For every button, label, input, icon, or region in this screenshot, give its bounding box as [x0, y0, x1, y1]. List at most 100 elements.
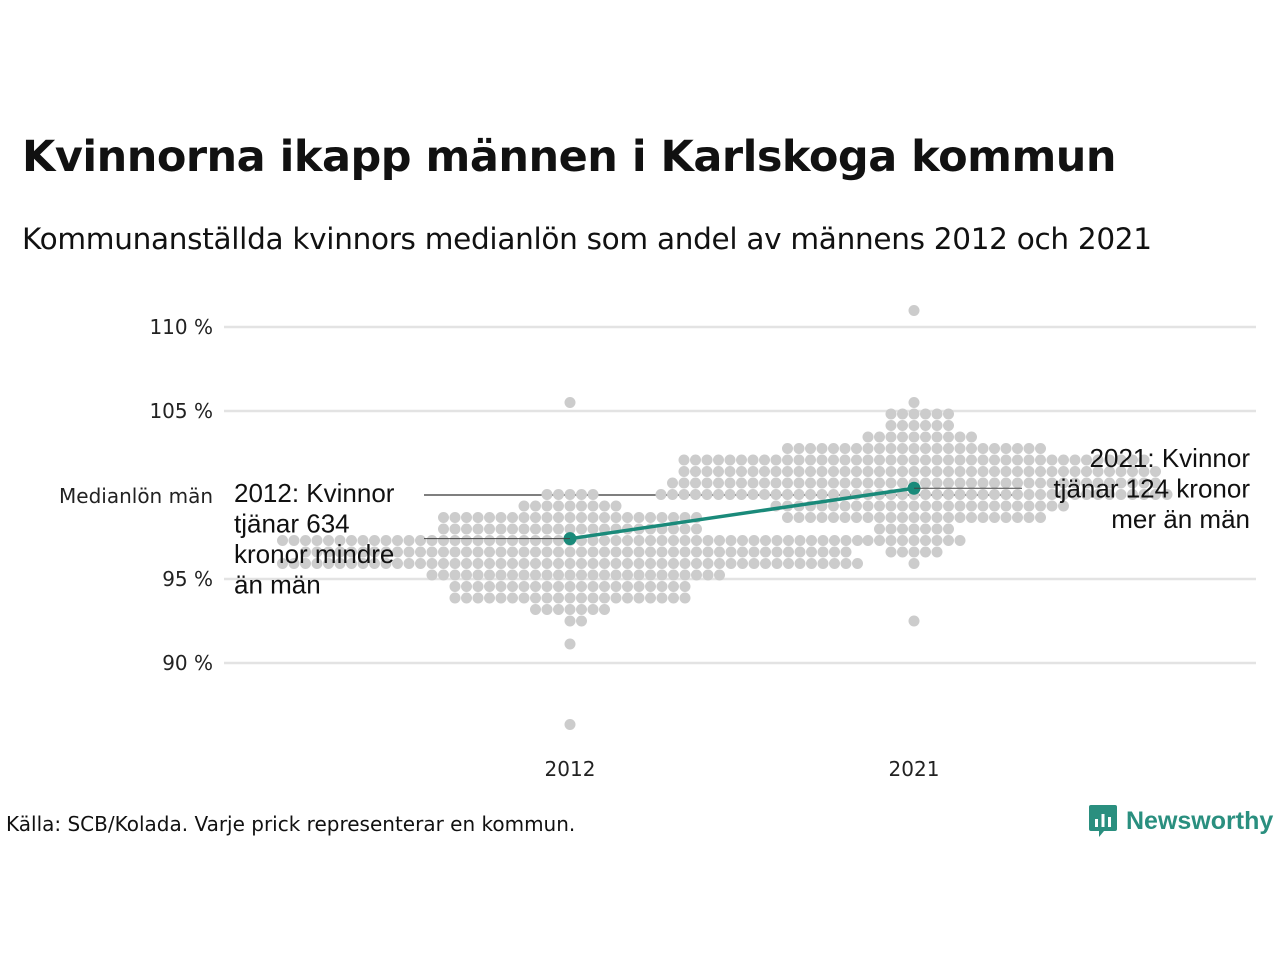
municipality-dot [656, 512, 668, 523]
municipality-dot [656, 581, 668, 592]
municipality-dot [701, 466, 713, 477]
municipality-dot [851, 466, 862, 477]
municipality-dot [1046, 454, 1058, 466]
municipality-dot [426, 569, 438, 581]
municipality-dot [334, 558, 346, 569]
municipality-dot [714, 546, 725, 558]
municipality-dot [782, 477, 793, 489]
municipality-dot [472, 512, 484, 523]
municipality-dot [1069, 454, 1081, 466]
municipality-dot [851, 443, 862, 454]
municipality-dot [599, 546, 610, 558]
municipality-dot [989, 466, 1000, 477]
municipality-dot [541, 500, 553, 512]
municipality-dot [541, 489, 553, 500]
municipality-dot [839, 500, 851, 512]
municipality-dot [724, 454, 736, 466]
municipality-dot [311, 558, 323, 569]
municipality-dot [323, 558, 334, 569]
municipality-dot [1012, 443, 1023, 454]
municipality-dot [966, 500, 977, 512]
municipality-dot [816, 466, 828, 477]
municipality-dot [1012, 466, 1023, 477]
municipality-dot [816, 454, 828, 466]
municipality-dot [1127, 454, 1138, 466]
municipality-dot [851, 500, 862, 512]
municipality-dot [1035, 500, 1046, 512]
municipality-dot [1035, 477, 1046, 489]
municipality-dot [943, 489, 954, 500]
municipality-dot [610, 569, 622, 581]
municipality-dot [461, 523, 472, 535]
municipality-dot [576, 512, 587, 523]
municipality-dot [931, 500, 943, 512]
municipality-dot [564, 719, 576, 730]
municipality-dot [725, 546, 737, 558]
municipality-dot [874, 535, 885, 546]
municipality-dot [954, 535, 966, 546]
municipality-dot [633, 592, 645, 604]
municipality-dot [920, 443, 931, 454]
municipality-dot [587, 512, 599, 523]
municipality-dot [507, 569, 518, 581]
municipality-dot [966, 477, 977, 489]
municipality-dot [702, 569, 714, 581]
municipality-dot [862, 477, 874, 489]
municipality-dot [1035, 443, 1046, 454]
municipality-dot [874, 454, 885, 466]
municipality-dot [782, 466, 793, 477]
municipality-dot [553, 535, 564, 546]
municipality-dot [576, 523, 587, 535]
municipality-dot [736, 477, 747, 489]
municipality-dot [668, 558, 679, 569]
municipality-dot [908, 558, 920, 569]
municipality-dot [908, 546, 920, 558]
municipality-dot [920, 535, 931, 546]
municipality-dot [576, 558, 587, 569]
municipality-dot [495, 592, 507, 604]
municipality-dot [920, 431, 931, 443]
municipality-dot [943, 523, 954, 535]
municipality-dot [1023, 500, 1035, 512]
municipality-dot [541, 558, 553, 569]
municipality-dot [541, 535, 553, 546]
municipality-dot [771, 535, 783, 546]
municipality-dot [931, 523, 943, 535]
municipality-dot [1000, 443, 1012, 454]
municipality-dot [931, 443, 943, 454]
municipality-dot [518, 523, 530, 535]
municipality-dot [828, 489, 839, 500]
municipality-dot [472, 535, 484, 546]
municipality-dot [564, 581, 576, 592]
municipality-dot [839, 477, 851, 489]
municipality-dot [1150, 466, 1161, 477]
municipality-dot [576, 489, 587, 500]
municipality-dot [472, 558, 484, 569]
municipality-dot [668, 569, 679, 581]
municipality-dot [415, 535, 426, 546]
municipality-dot [277, 535, 288, 546]
municipality-dot [610, 546, 622, 558]
municipality-dot [1127, 466, 1138, 477]
municipality-dot [1127, 489, 1138, 500]
municipality-dot [1000, 512, 1012, 523]
municipality-dot [862, 431, 874, 443]
municipality-dot [771, 546, 783, 558]
brand-logo: Newsworthy [1088, 804, 1273, 838]
municipality-dot [747, 477, 759, 489]
municipality-dot [770, 489, 782, 500]
municipality-dot [874, 477, 885, 489]
x-tick-label: 2012 [545, 757, 596, 781]
municipality-dot [449, 512, 461, 523]
municipality-dot [461, 581, 472, 592]
x-tick-label: 2021 [889, 757, 940, 781]
municipality-dot [691, 569, 702, 581]
municipality-dot [1104, 477, 1115, 489]
municipality-dot [771, 558, 783, 569]
municipality-dot [851, 512, 862, 523]
municipality-dot [667, 489, 678, 500]
municipality-dot [897, 466, 908, 477]
municipality-dot [599, 569, 610, 581]
municipality-dot [943, 535, 954, 546]
municipality-dot [346, 546, 357, 558]
